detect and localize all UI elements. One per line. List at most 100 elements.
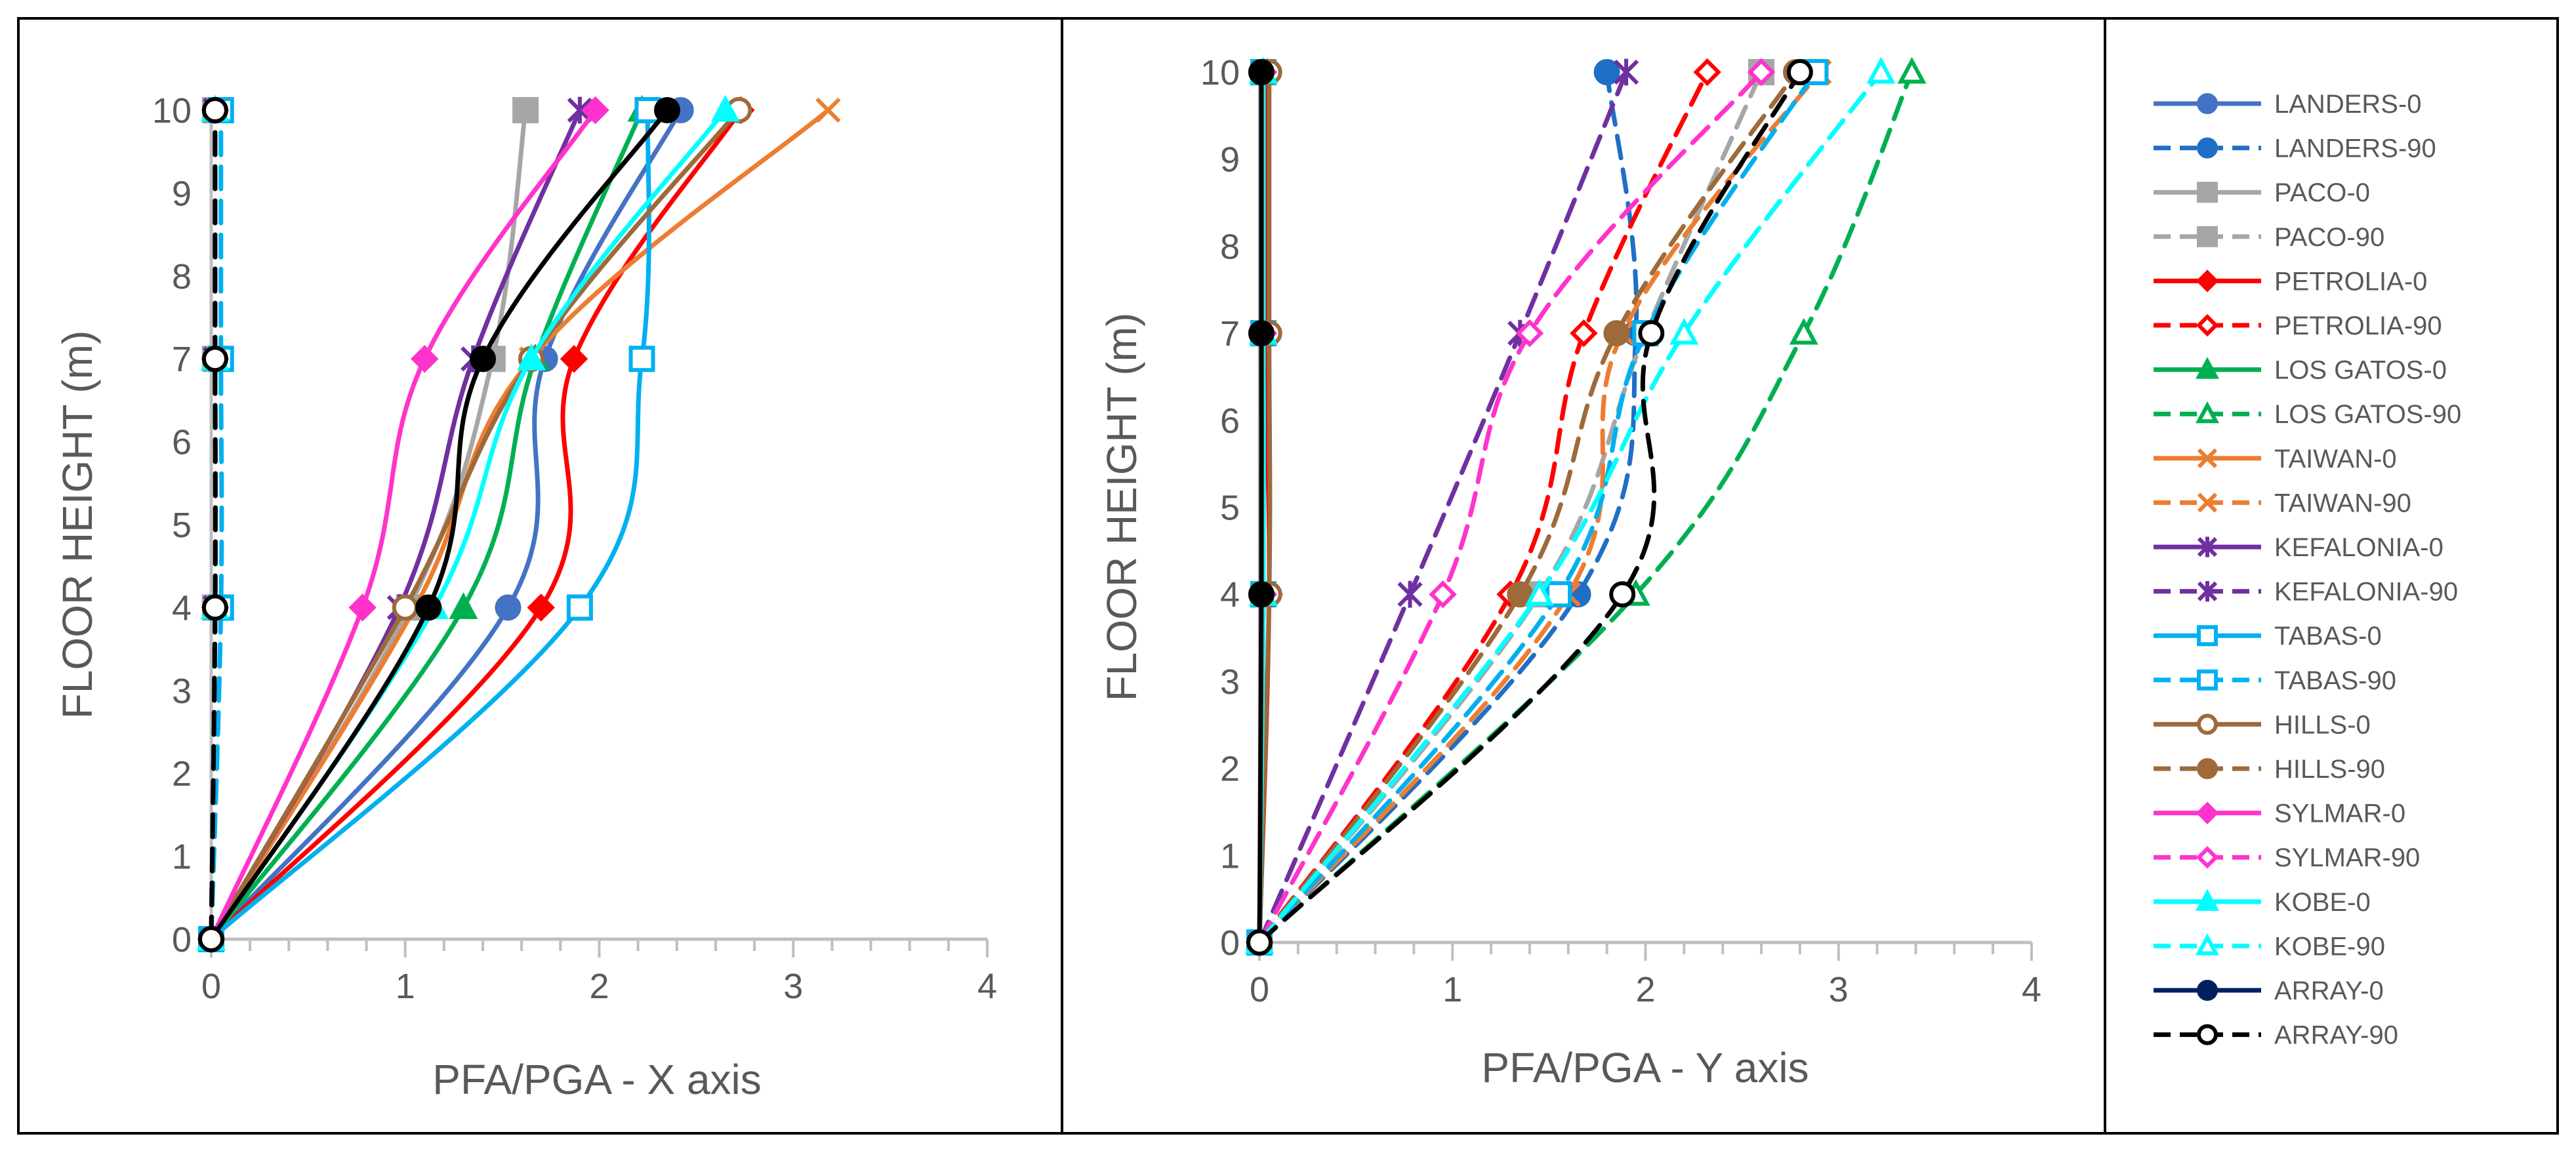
point-kobe-90: [1669, 317, 1699, 345]
legend-item-tabas-0: TABAS-0: [2154, 622, 2382, 651]
legend-marker: [2197, 581, 2218, 602]
series-line-tabas-90: [209, 108, 224, 942]
y-tick-label: 2: [172, 754, 192, 794]
legend-item-taiwan-0: TAIWAN-0: [2154, 445, 2397, 474]
point-los-gatos-90: [1897, 56, 1927, 84]
point-array-90: [201, 97, 228, 123]
middle-panel-frame: [1061, 17, 2106, 1135]
y-tick-label: 0: [1220, 923, 1240, 963]
legend-item-kefalonia-90: KEFALONIA-90: [2154, 578, 2458, 607]
y-tick-label: 3: [1220, 662, 1240, 702]
series-line-hills-90: [1257, 70, 1799, 945]
series-line-sylmar-90: [1257, 70, 1764, 945]
x-tick-label: 3: [1829, 970, 1849, 1009]
legend-item-paco-0: PACO-0: [2154, 178, 2370, 207]
legend-label: KOBE-0: [2274, 888, 2371, 917]
y-tick-label: 8: [1220, 227, 1240, 266]
legend-label: TABAS-90: [2274, 666, 2396, 695]
y-tick-label: 5: [172, 506, 192, 545]
legend-item-array-90: ARRAY-90: [2154, 1021, 2398, 1050]
y-tick-label: 6: [172, 423, 192, 462]
y-tick-label: 1: [172, 838, 192, 877]
x-axis-title: PFA/PGA - Y axis: [1481, 1044, 1809, 1091]
series-line-array-90: [209, 108, 218, 942]
legend-marker: [2195, 357, 2220, 379]
legend-label: TAIWAN-0: [2274, 445, 2397, 474]
point-petrolia-90: [1570, 319, 1598, 348]
point-sylmar-90: [1747, 58, 1776, 87]
series-line-los-gatos-0: [209, 108, 645, 942]
series-tabas-90: [1246, 59, 1829, 956]
series-sylmar-0: [197, 96, 609, 954]
legend-marker: [2197, 714, 2218, 735]
point-tabas-0: [628, 346, 655, 373]
series-array-90: [198, 97, 228, 952]
point-landers-0: [495, 594, 521, 621]
legend-marker: [2197, 669, 2218, 691]
series-line-kobe-90: [1257, 70, 1883, 945]
point-petrolia-90: [1693, 58, 1721, 87]
series-line-kefalonia-90: [1257, 70, 1629, 945]
point-array-0: [415, 594, 442, 621]
point-array-0: [654, 97, 681, 123]
legend-label: TAIWAN-90: [2274, 489, 2411, 517]
legend-marker: [2196, 845, 2219, 869]
legend-marker: [2197, 1024, 2218, 1045]
legend-label: LANDERS-0: [2274, 90, 2422, 119]
y-axis-title: FLOOR HEIGHT (m): [1098, 313, 1145, 702]
legend-item-kobe-90: KOBE-90: [2154, 932, 2385, 961]
legend-label: LANDERS-90: [2274, 134, 2436, 163]
point-kefalonia-90: [1613, 58, 1639, 86]
series-line-array-0: [1257, 70, 1264, 945]
y-tick-label: 3: [172, 672, 192, 711]
series-line-tabas-0: [209, 108, 651, 942]
legend-label: LOS GATOS-90: [2274, 400, 2461, 429]
legend-marker: [2197, 980, 2218, 1001]
x-tick-label: 0: [201, 967, 221, 1006]
legend-item-kefalonia-0: KEFALONIA-0: [2154, 533, 2443, 562]
y-tick-label: 9: [172, 174, 192, 213]
legend: LANDERS-0 LANDERS-90 PACO-0 PACO-90 PETROLIA…: [2154, 90, 2461, 1050]
x-tick-label: 2: [1635, 970, 1655, 1009]
series-line-tabas-90: [1257, 70, 1818, 945]
legend-label: HILLS-90: [2274, 755, 2385, 784]
point-kefalonia-90: [1397, 580, 1423, 608]
point-hills-0: [392, 594, 419, 621]
point-sylmar-90: [1429, 580, 1457, 609]
x-tick-label: 4: [977, 967, 997, 1006]
legend-label: SYLMAR-0: [2274, 799, 2405, 828]
legend-marker: [2197, 226, 2218, 247]
point-paco-0: [512, 97, 539, 123]
legend-item-sylmar-0: SYLMAR-0: [2154, 799, 2405, 828]
y-tick-label: 7: [1220, 314, 1240, 353]
point-petrolia-0: [527, 594, 556, 622]
series-sylmar-90: [1245, 58, 1776, 957]
legend-marker: [2196, 270, 2219, 293]
legend-marker: [2195, 933, 2220, 956]
legend-marker: [2197, 758, 2218, 779]
legend-label: KEFALONIA-0: [2274, 533, 2443, 562]
legend-item-los-gatos-0: LOS GATOS-0: [2154, 356, 2447, 385]
legend-item-array-0: ARRAY-0: [2154, 977, 2384, 1005]
legend-item-petrolia-0: PETROLIA-0: [2154, 267, 2427, 296]
series-kobe-90: [1244, 56, 1896, 954]
legend-marker: [2195, 401, 2220, 424]
legend-label: PACO-0: [2274, 178, 2370, 207]
legend-marker: [2197, 137, 2218, 159]
series-line-array-90: [1257, 70, 1803, 945]
series-line-array-0: [209, 108, 670, 942]
series-line-hills-0: [209, 108, 741, 942]
series-line-petrolia-0: [209, 108, 743, 942]
legend-item-landers-0: LANDERS-0: [2154, 90, 2422, 119]
point-array-0: [1248, 59, 1275, 85]
point-array-0: [1248, 581, 1275, 608]
legend-marker: [2196, 313, 2219, 337]
point-sylmar-0: [348, 594, 377, 622]
y-tick-label: 4: [1220, 575, 1240, 615]
series-line-petrolia-90: [1257, 70, 1710, 945]
series-kefalonia-0: [198, 96, 593, 953]
legend-marker: [2197, 493, 2218, 513]
point-kobe-0: [710, 94, 740, 122]
point-los-gatos-90: [1789, 317, 1818, 345]
